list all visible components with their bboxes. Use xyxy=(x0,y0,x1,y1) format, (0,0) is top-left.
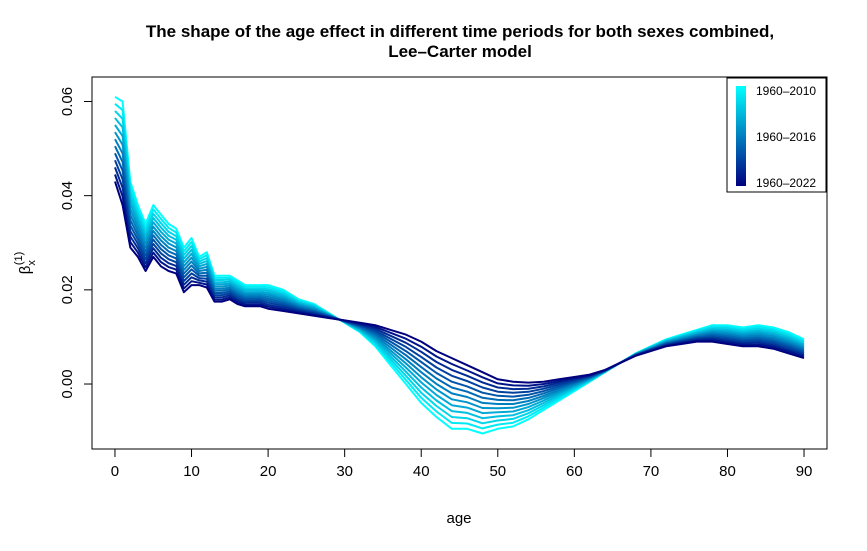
y-label-subscript: x xyxy=(26,260,38,266)
x-axis-label: age xyxy=(446,510,471,527)
series-lines xyxy=(114,95,805,435)
x-tick-label: 70 xyxy=(643,463,660,480)
x-tick-label: 60 xyxy=(566,463,583,480)
series-line-1960-2012 xyxy=(114,110,805,425)
y-tick-label: 0.02 xyxy=(59,275,76,304)
chart-title: The shape of the age effect in different… xyxy=(146,22,774,61)
x-tick-label: 40 xyxy=(413,463,430,480)
x-tick-label: 50 xyxy=(489,463,506,480)
y-tick-label: 0.06 xyxy=(59,87,76,116)
legend-entry-1960-2022: 1960–2022 xyxy=(756,176,816,190)
series-line-1960-2022 xyxy=(114,181,805,384)
chart-title-line-2: Lee–Carter model xyxy=(388,42,532,61)
legend-entry-1960-2016: 1960–2016 xyxy=(756,130,816,144)
legend: 1960–2010 1960–2016 1960–2022 xyxy=(726,77,827,193)
x-tick-label: 80 xyxy=(719,463,736,480)
y-axis: 0.00 0.02 0.04 0.06 xyxy=(59,87,93,399)
y-tick-label: 0.00 xyxy=(59,369,76,398)
x-tick-label: 0 xyxy=(111,463,119,480)
x-tick-label: 10 xyxy=(183,463,200,480)
y-axis-label: βx(1) xyxy=(13,252,38,275)
x-axis: 0 10 20 30 40 50 60 70 80 90 xyxy=(111,448,813,480)
legend-entry-1960-2010: 1960–2010 xyxy=(756,84,816,98)
x-tick-label: 30 xyxy=(336,463,353,480)
series-line-1960-2011 xyxy=(114,103,805,430)
series-line-1960-2016 xyxy=(114,138,805,405)
legend-color-bar xyxy=(736,86,746,186)
chart-title-line-1: The shape of the age effect in different… xyxy=(146,22,774,41)
y-tick-label: 0.04 xyxy=(59,181,76,210)
x-tick-label: 20 xyxy=(260,463,277,480)
x-tick-label: 90 xyxy=(796,463,813,480)
series-line-1960-2014 xyxy=(114,124,805,415)
y-label-superscript: (1) xyxy=(13,252,25,265)
y-label-base: β xyxy=(17,265,34,274)
series-line-1960-2010 xyxy=(114,95,805,435)
